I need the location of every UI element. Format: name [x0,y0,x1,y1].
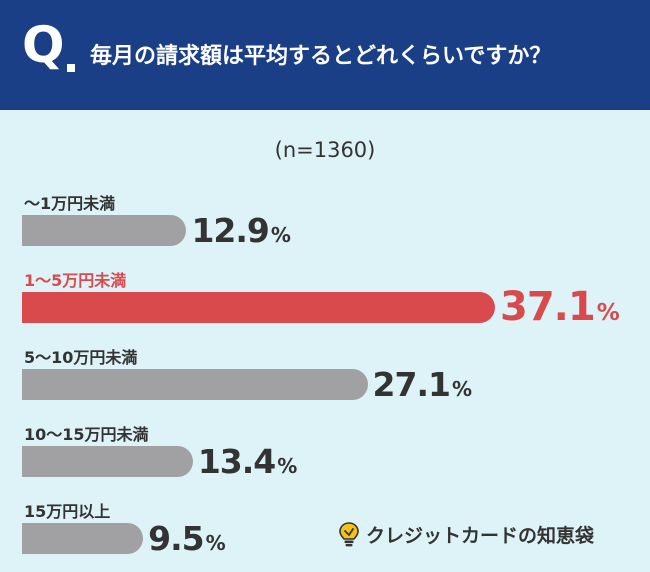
bar [22,292,496,323]
bar [22,215,187,246]
light-bulb-icon [339,522,359,547]
data-label-value: 27.1 [372,365,451,404]
data-label: 13.4% [198,445,297,478]
data-label: 12.9% [191,214,290,247]
data-label: 27.1% [373,368,472,401]
bar [22,446,193,477]
data-label-unit: % [205,531,226,555]
q-mark-dot [67,64,75,72]
data-label-unit: % [596,300,620,326]
data-label: 9.5% [148,522,226,555]
data-label-value: 9.5 [148,519,204,558]
logo-text: クレジットカードの知恵袋 [366,524,595,547]
data-label-value: 13.4 [197,442,276,481]
category-label: 10〜15万円未満 [24,425,149,444]
category-label: 1〜5万円未満 [24,271,127,290]
category-label: 5〜10万円未満 [24,348,138,367]
data-label-value: 12.9 [191,211,269,250]
data-label: 37.1% [500,287,620,327]
brand-logo: クレジットカードの知恵袋 [338,519,594,549]
category-label: 〜1万円未満 [24,194,116,213]
bar [22,523,144,554]
sample-size: (n=1360) [274,138,376,162]
question-text: 毎月の請求額は平均するとどれくらいですか？ [90,44,552,69]
q-mark: Q [22,16,65,74]
data-label-unit: % [451,377,472,401]
data-label-unit: % [270,223,291,247]
bar [22,369,368,400]
header-banner: Q 毎月の請求額は平均するとどれくらいですか？ [0,0,650,110]
data-label-value: 37.1 [500,284,596,330]
category-label: 15万円以上 [24,502,111,521]
data-label-unit: % [277,454,298,478]
